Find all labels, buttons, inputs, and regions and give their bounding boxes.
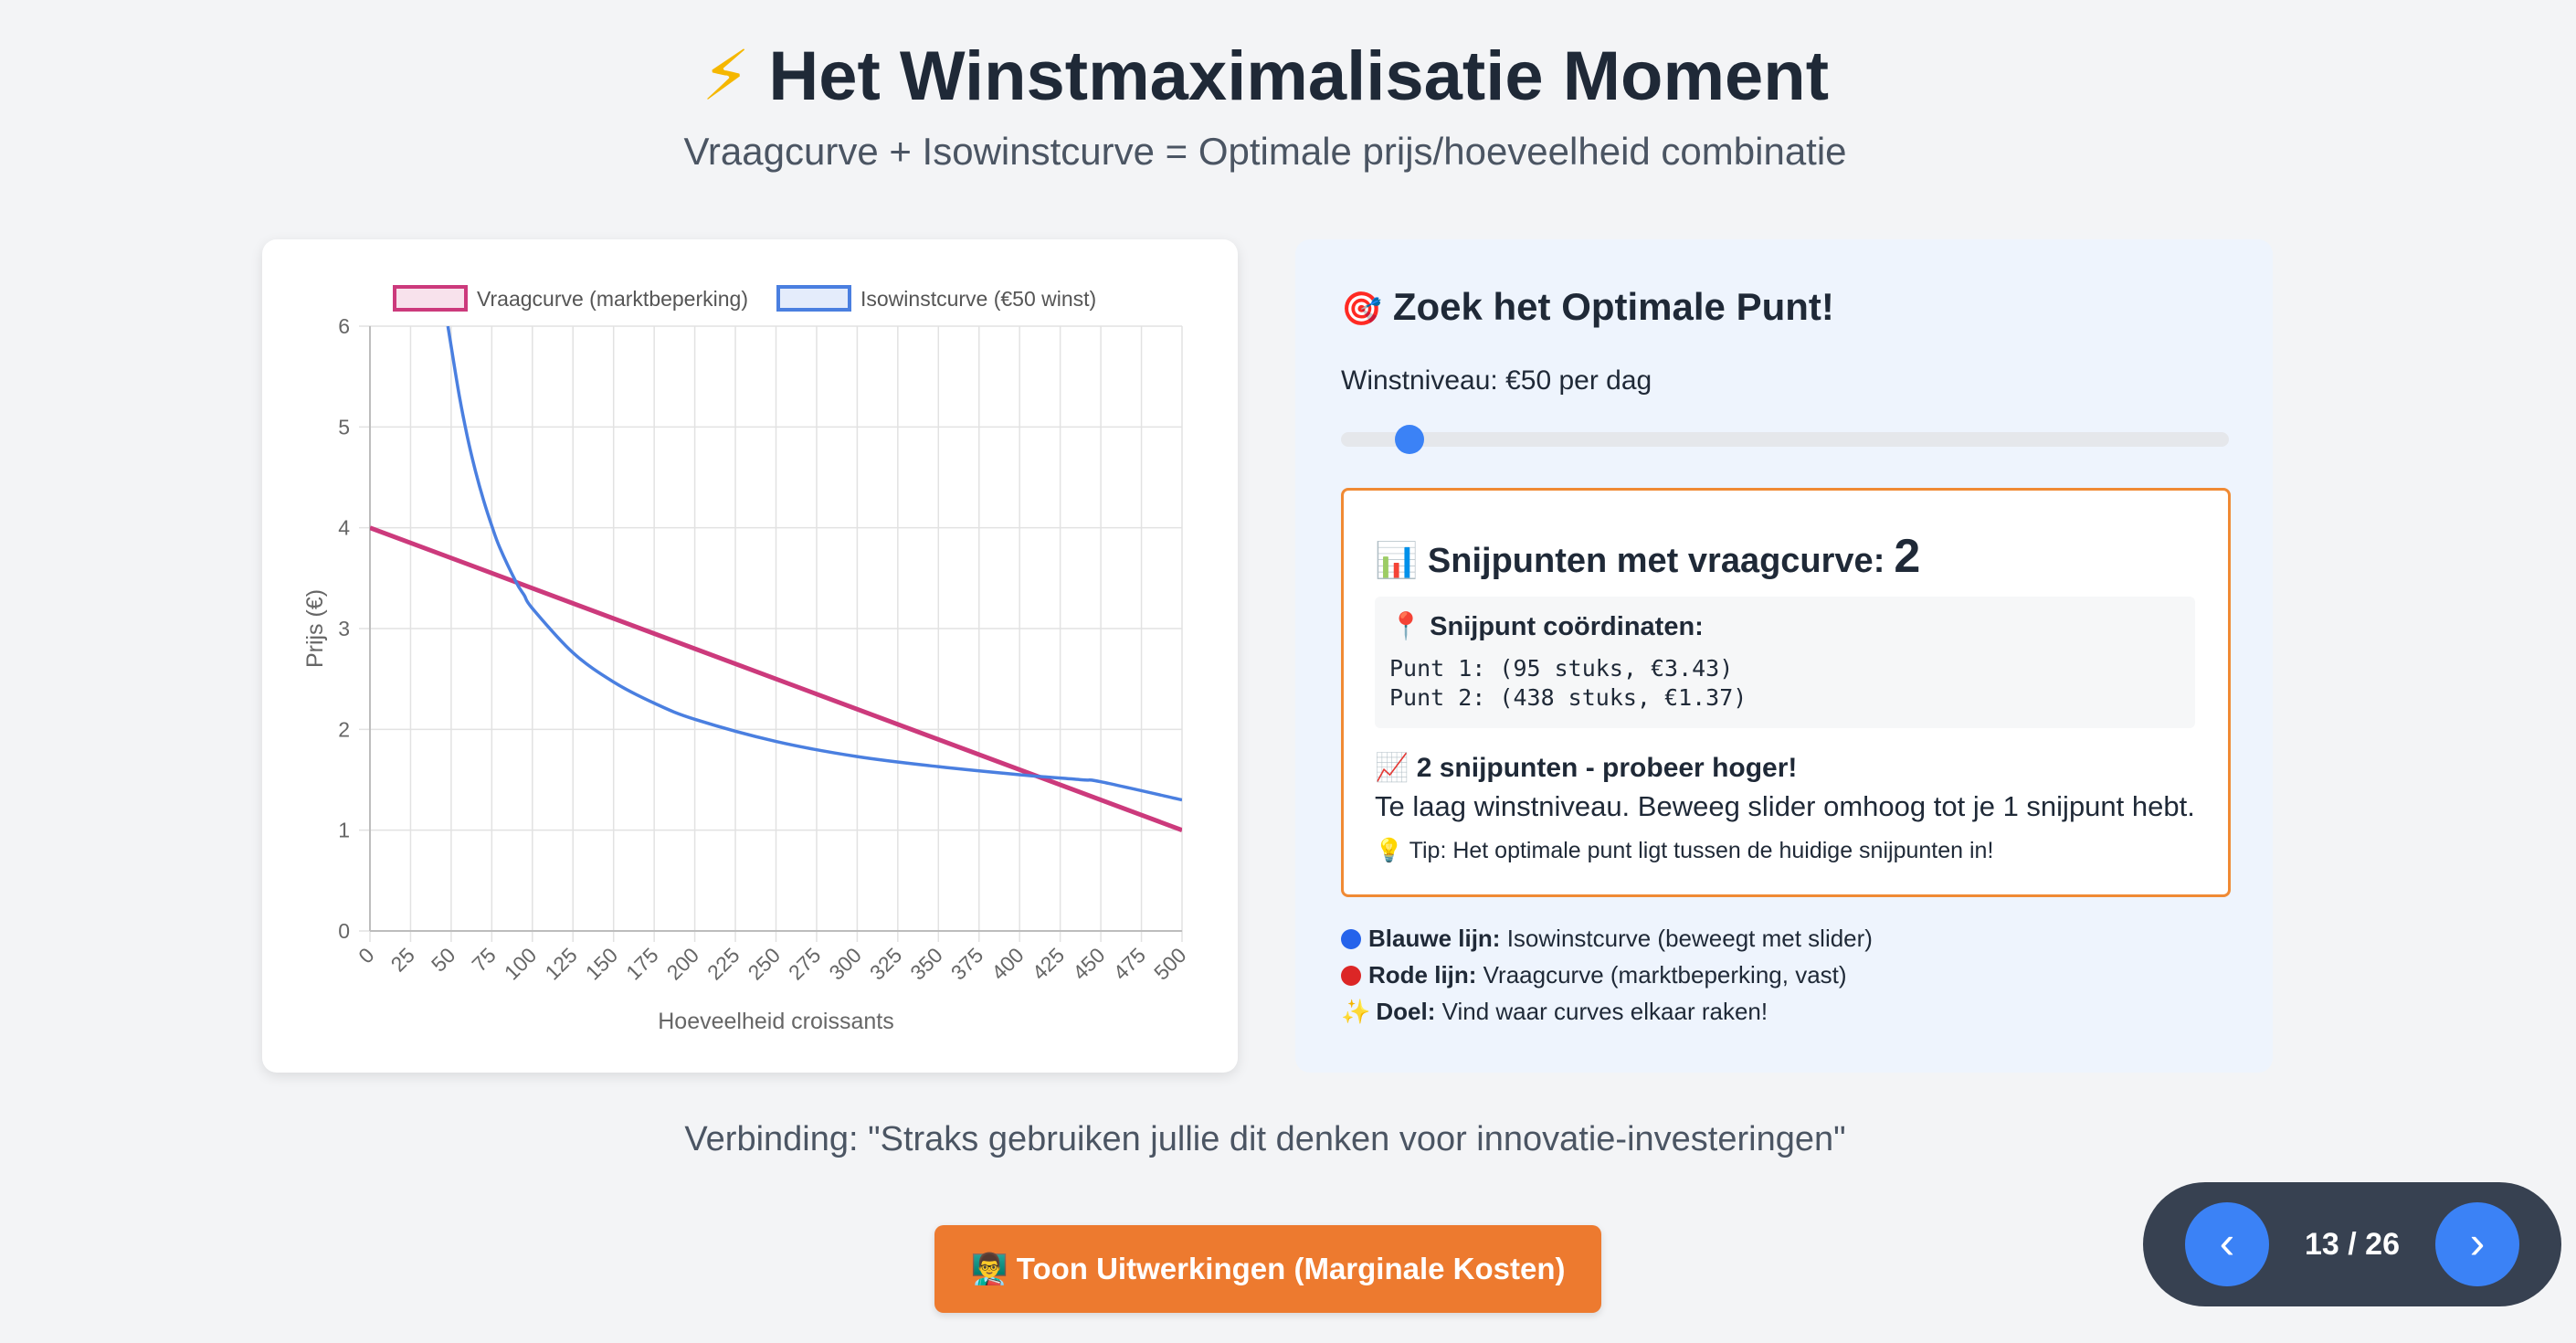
- blue-circle-icon: [1341, 929, 1361, 949]
- x-tick-label: 500: [1149, 943, 1191, 985]
- previous-slide-button[interactable]: ‹: [2185, 1202, 2269, 1286]
- x-tick-label: 200: [662, 943, 704, 985]
- x-tick-label: 375: [946, 943, 988, 985]
- legend-goal-text: Vind waar curves elkaar raken!: [1441, 998, 1768, 1025]
- x-tick-label: 175: [621, 943, 663, 985]
- x-tick-label: 75: [467, 943, 500, 976]
- legend-demand-swatch: [393, 285, 468, 312]
- lightning-icon: ⚡: [701, 37, 751, 115]
- profit-slider-thumb[interactable]: [1394, 425, 1424, 454]
- coordinate-point-1: Punt 1: (95 stuks, €3.43): [1389, 655, 1734, 682]
- bar-chart-icon: 📊: [1375, 542, 1419, 580]
- y-tick-label: 6: [338, 314, 350, 338]
- intersections-heading-text: Snijpunten met vraagcurve:: [1427, 542, 1885, 580]
- x-tick-label: 225: [702, 943, 744, 985]
- x-tick-label: 325: [865, 943, 907, 985]
- y-tick-label: 2: [338, 717, 350, 741]
- result-box: 📊 Snijpunten met vraagcurve: 2 📍 Snijpunt…: [1341, 488, 2231, 897]
- x-tick-label: 0: [354, 943, 378, 968]
- legend-blue-text: Isowinstcurve (beweegt met slider): [1506, 925, 1873, 952]
- target-icon: 🎯: [1341, 290, 1382, 327]
- y-tick-label: 3: [338, 617, 350, 640]
- legend-red-line: Rode lijn: Vraagcurve (marktbeperking, v…: [1341, 961, 1847, 989]
- panel-title-text: Zoek het Optimale Punt!: [1392, 285, 1834, 328]
- legend-blue-line: Blauwe lijn: Isowinstcurve (beweegt met …: [1341, 925, 1873, 953]
- connection-text: Verbinding: "Straks gebruiken jullie dit…: [684, 1120, 1846, 1158]
- x-tick-label: 125: [540, 943, 582, 985]
- panel-title: 🎯 Zoek het Optimale Punt!: [1341, 285, 1834, 329]
- legend-goal: ✨ Doel: Vind waar curves elkaar raken!: [1341, 998, 1768, 1026]
- y-tick-label: 1: [338, 819, 350, 842]
- demand-curve-line: [370, 525, 1182, 833]
- x-tick-label: 475: [1109, 943, 1151, 985]
- y-tick-label: 4: [338, 516, 350, 540]
- slide-navigation: ‹ 13 / 26 ›: [2143, 1182, 2561, 1306]
- intersections-count: 2: [1894, 530, 1921, 583]
- next-slide-button[interactable]: ›: [2435, 1202, 2519, 1286]
- status-title: 📈 2 snijpunten - probeer hoger!: [1375, 752, 1797, 784]
- coordinate-point-2: Punt 2: (438 stuks, €1.37): [1389, 684, 1747, 711]
- y-axis-title: Prijs (€): [302, 589, 328, 668]
- status-text: Te laag winstniveau. Beweeg slider omhoo…: [1375, 790, 2195, 822]
- show-solutions-button[interactable]: 👨‍🏫 Toon Uitwerkingen (Marginale Kosten): [934, 1225, 1601, 1313]
- legend-goal-label: Doel:: [1376, 998, 1436, 1025]
- page-title-text: Het Winstmaximalisatie Moment: [768, 37, 1830, 115]
- legend-isoprofit-swatch: [776, 285, 851, 312]
- tip-text-content: Tip: Het optimale punt ligt tussen de hu…: [1409, 838, 1994, 863]
- profit-level-label: Winstniveau: €50 per dag: [1341, 365, 1652, 396]
- y-tick-label: 5: [338, 415, 350, 439]
- x-tick-label: 450: [1068, 943, 1110, 985]
- x-tick-label: 350: [905, 943, 947, 985]
- red-circle-icon: [1341, 966, 1361, 986]
- page-title: ⚡ Het Winstmaximalisatie Moment: [0, 35, 2530, 116]
- legend-isoprofit-label: Isowinstcurve (€50 winst): [860, 287, 1096, 311]
- intersections-heading: 📊 Snijpunten met vraagcurve: 2: [1375, 529, 1920, 584]
- slide-counter: 13 / 26: [2305, 1227, 2400, 1262]
- coordinates-title-text: Snijpunt coördinaten:: [1430, 612, 1704, 641]
- y-tick-label: 0: [338, 919, 350, 943]
- pin-icon: 📍: [1389, 612, 1423, 641]
- legend-blue-label: Blauwe lijn:: [1368, 925, 1501, 952]
- status-title-text: 2 snijpunten - probeer hoger!: [1416, 753, 1798, 783]
- control-panel: 🎯 Zoek het Optimale Punt! Winstniveau: €5…: [1295, 239, 2273, 1073]
- x-tick-label: 250: [744, 943, 786, 985]
- legend-red-text: Vraagcurve (marktbeperking, vast): [1483, 961, 1847, 989]
- sparkles-icon: ✨: [1341, 998, 1371, 1025]
- x-tick-label: 400: [987, 943, 1029, 985]
- chart: 0 1 2 3 4 5 6 0 25 50 7510012515017520022525027530…: [302, 285, 1191, 1034]
- legend-demand-label: Vraagcurve (marktbeperking): [477, 287, 748, 311]
- isoprofit-curve-line: [446, 326, 1182, 802]
- page-subtitle: Vraagcurve + Isowinstcurve = Optimale pr…: [683, 130, 1847, 173]
- coordinates-title: 📍 Snijpunt coördinaten:: [1389, 611, 1704, 642]
- x-tick-label: 50: [427, 943, 459, 976]
- x-tick-label: 150: [581, 943, 623, 985]
- profit-slider-track[interactable]: [1341, 432, 2229, 447]
- x-tick-label: 100: [500, 943, 542, 985]
- chart-card: 0 1 2 3 4 5 6 0 25 50 75 100 125 150 175 200 225 250 275 30…: [262, 239, 1238, 1073]
- x-tick-label: 300: [824, 943, 866, 985]
- trend-up-icon: 📈: [1375, 753, 1409, 783]
- x-axis-title: Hoeveelheid croissants: [658, 1009, 893, 1034]
- show-solutions-label: Toon Uitwerkingen (Marginale Kosten): [1016, 1252, 1566, 1285]
- x-tick-label: 425: [1028, 943, 1070, 985]
- tip-text: 💡 Tip: Het optimale punt ligt tussen de …: [1375, 838, 1993, 864]
- legend-red-label: Rode lijn:: [1368, 961, 1477, 989]
- x-tick-label: 275: [784, 943, 826, 985]
- teacher-icon: 👨‍🏫: [970, 1252, 1008, 1285]
- x-tick-label: 25: [386, 943, 419, 976]
- coordinates-box: 📍 Snijpunt coördinaten: Punt 1: (95 stuk…: [1375, 597, 2195, 728]
- lightbulb-icon: 💡: [1375, 838, 1404, 863]
